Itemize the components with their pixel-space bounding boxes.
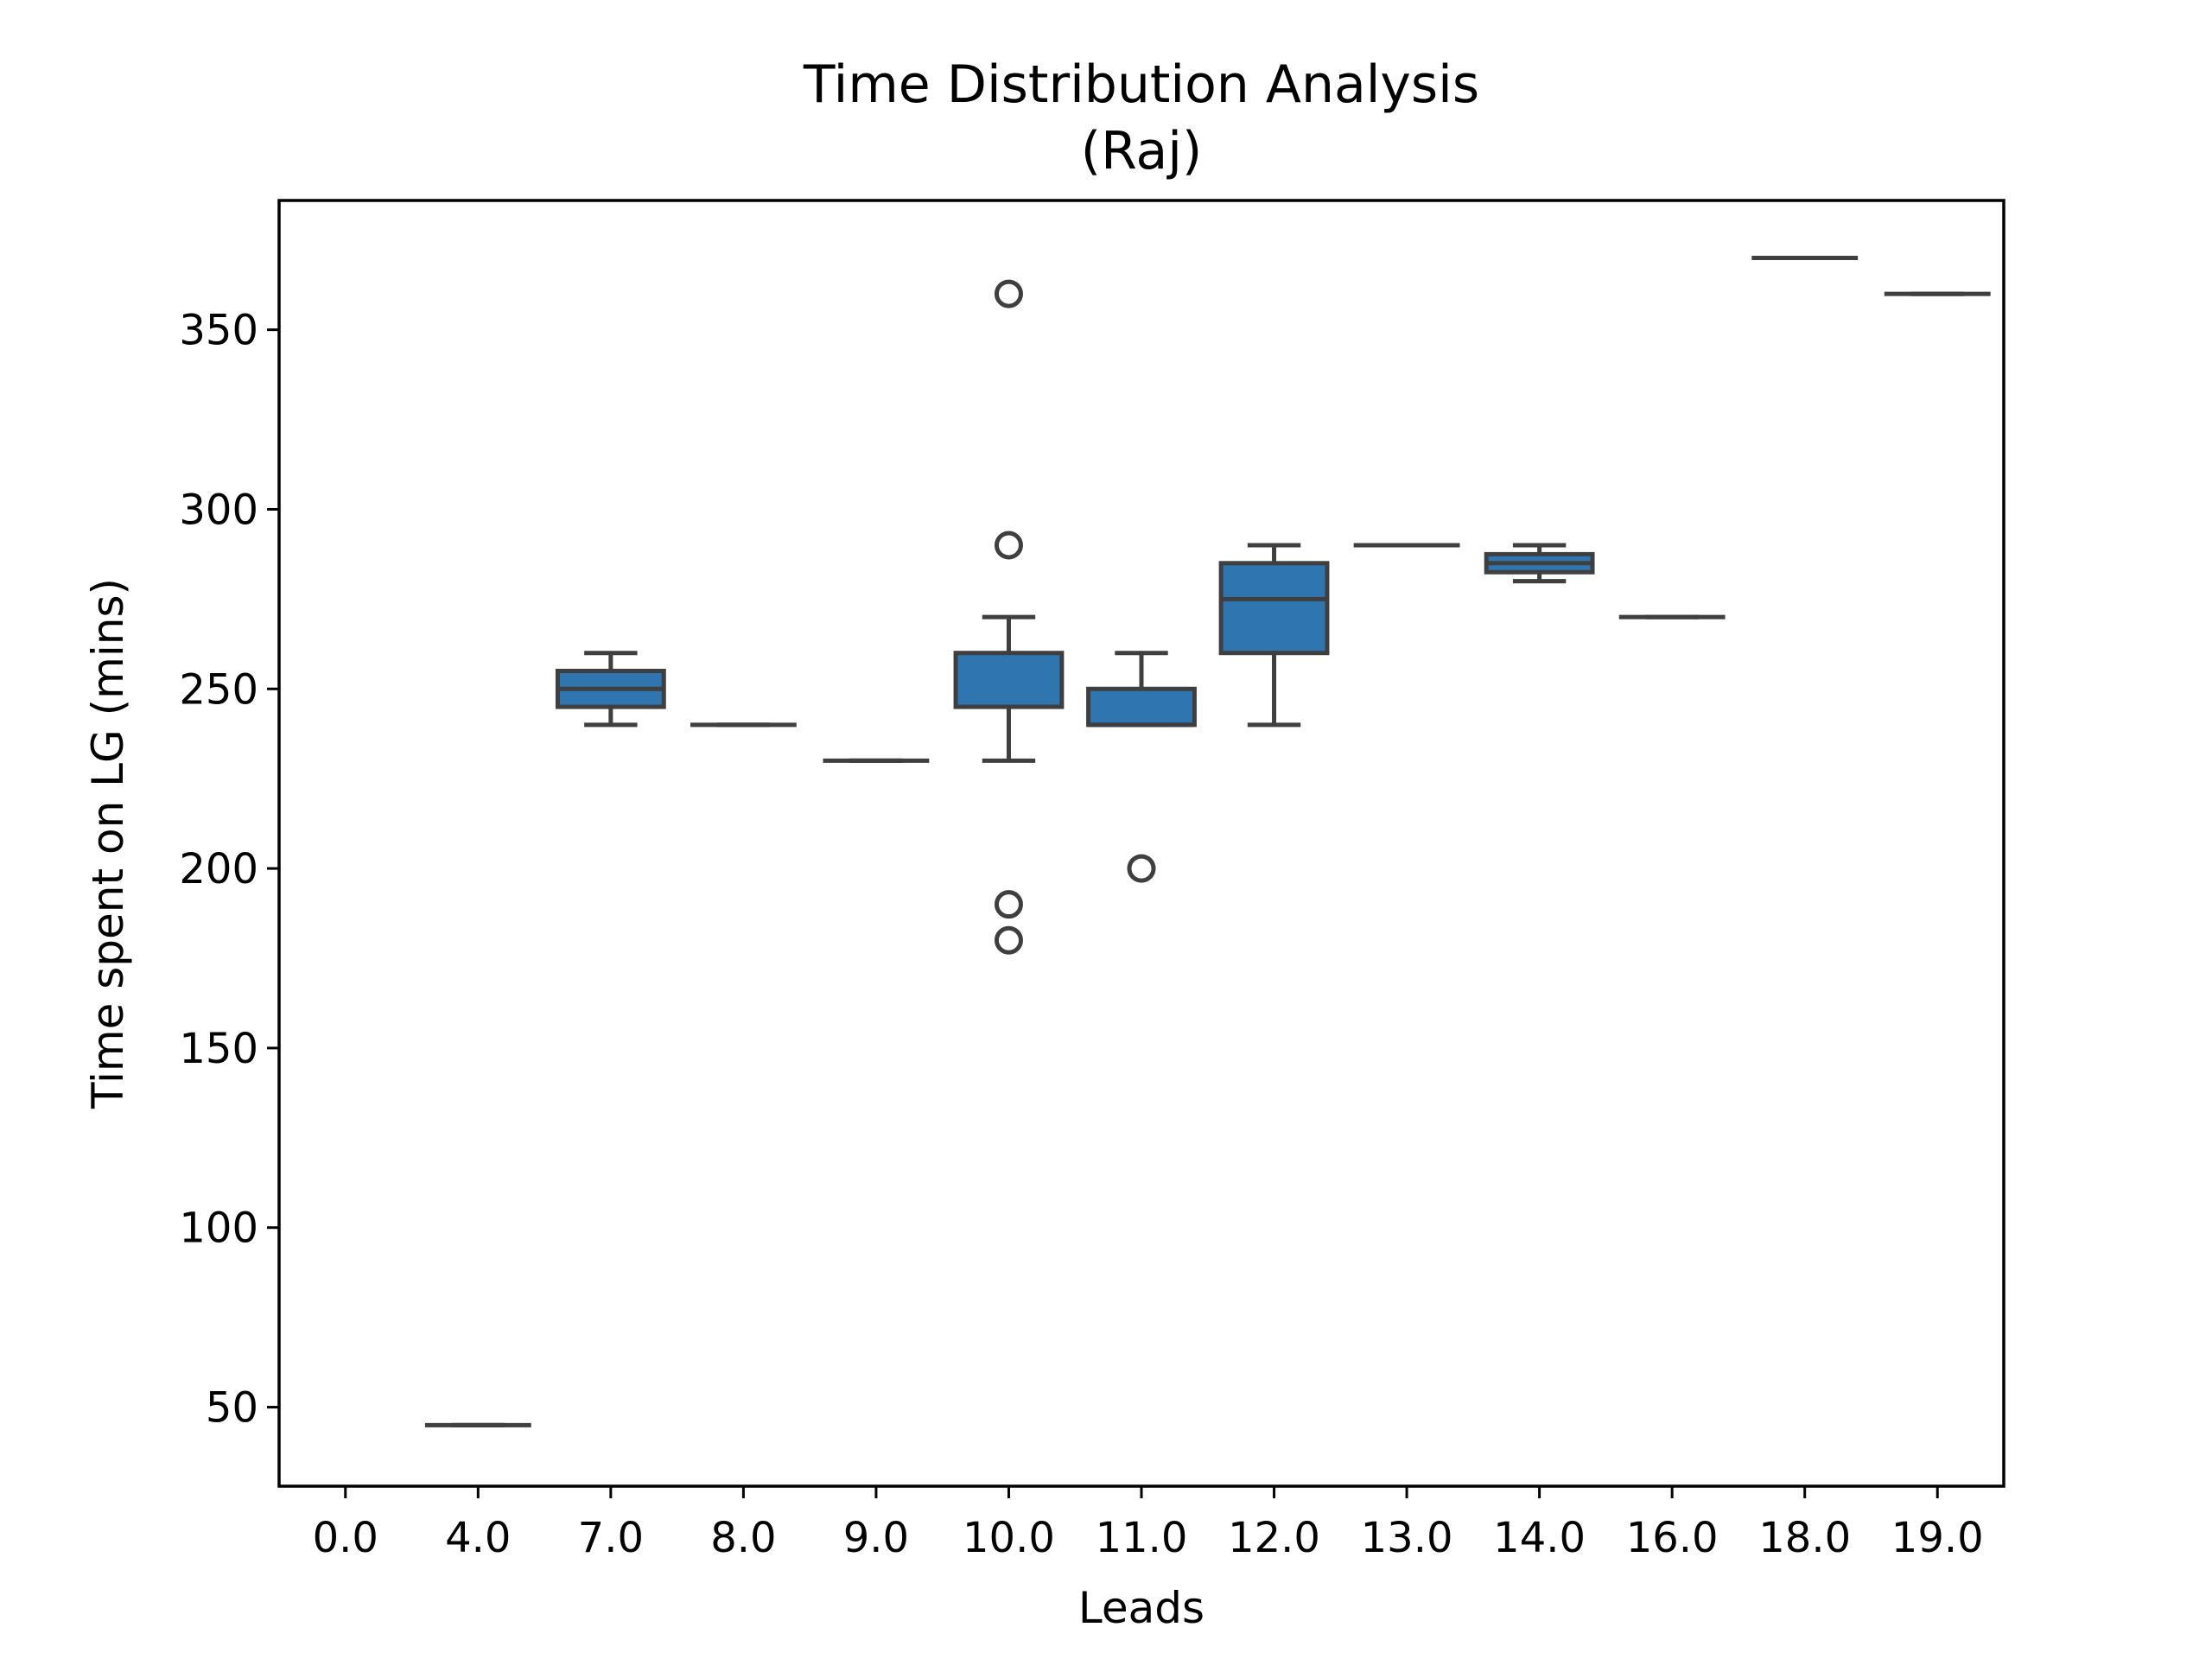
y-axis-label: Time spent on LG (mins)	[83, 578, 133, 1109]
x-tick-label: 0.0	[313, 1514, 378, 1562]
outlier-point	[994, 531, 1023, 560]
box	[1218, 561, 1330, 656]
x-tick-label: 12.0	[1228, 1514, 1320, 1562]
box-group	[1484, 543, 1595, 584]
y-tick-label: 50	[206, 1384, 258, 1433]
x-tick-label: 7.0	[578, 1514, 644, 1562]
box-group	[555, 651, 666, 728]
x-tick-label: 10.0	[963, 1514, 1055, 1562]
y-tick-label: 200	[179, 845, 258, 893]
y-tick-label: 150	[179, 1025, 258, 1073]
chart-title: Time Distribution Analysis	[803, 54, 1479, 115]
y-tick-label: 300	[179, 486, 258, 534]
x-tick-label: 8.0	[710, 1514, 776, 1562]
outlier-point	[994, 890, 1023, 919]
x-tick-label: 14.0	[1493, 1514, 1586, 1562]
outlier-point	[994, 279, 1023, 308]
x-axis: 0.0 4.0 7.0 8.0 9.0 10.0 11.0 12.0 13.0 14.0 16.0 1…	[313, 1486, 1984, 1562]
box-group	[1218, 543, 1330, 728]
x-tick-label: 13.0	[1361, 1514, 1453, 1562]
x-tick-label: 18.0	[1758, 1514, 1851, 1562]
y-tick-label: 350	[179, 307, 258, 355]
x-tick-label: 9.0	[843, 1514, 909, 1562]
chart-subtitle: (Raj)	[1081, 121, 1203, 181]
box	[953, 651, 1065, 709]
box-group	[1086, 651, 1197, 883]
plot-frame	[277, 199, 2005, 1488]
y-tick-label: 250	[179, 665, 258, 714]
outlier-point	[1127, 854, 1156, 883]
box-group	[953, 279, 1065, 955]
x-tick-label: 19.0	[1891, 1514, 1984, 1562]
y-axis: 50 100 150 200 250 300 350	[179, 307, 279, 1433]
y-tick-label: 100	[179, 1205, 258, 1253]
x-axis-label: Leads	[1078, 1583, 1205, 1633]
x-tick-label: 11.0	[1096, 1514, 1188, 1562]
box	[1086, 686, 1197, 728]
x-tick-label: 4.0	[445, 1514, 511, 1562]
outlier-point	[994, 925, 1023, 955]
plot-area	[424, 256, 1991, 1427]
x-tick-label: 16.0	[1626, 1514, 1719, 1562]
